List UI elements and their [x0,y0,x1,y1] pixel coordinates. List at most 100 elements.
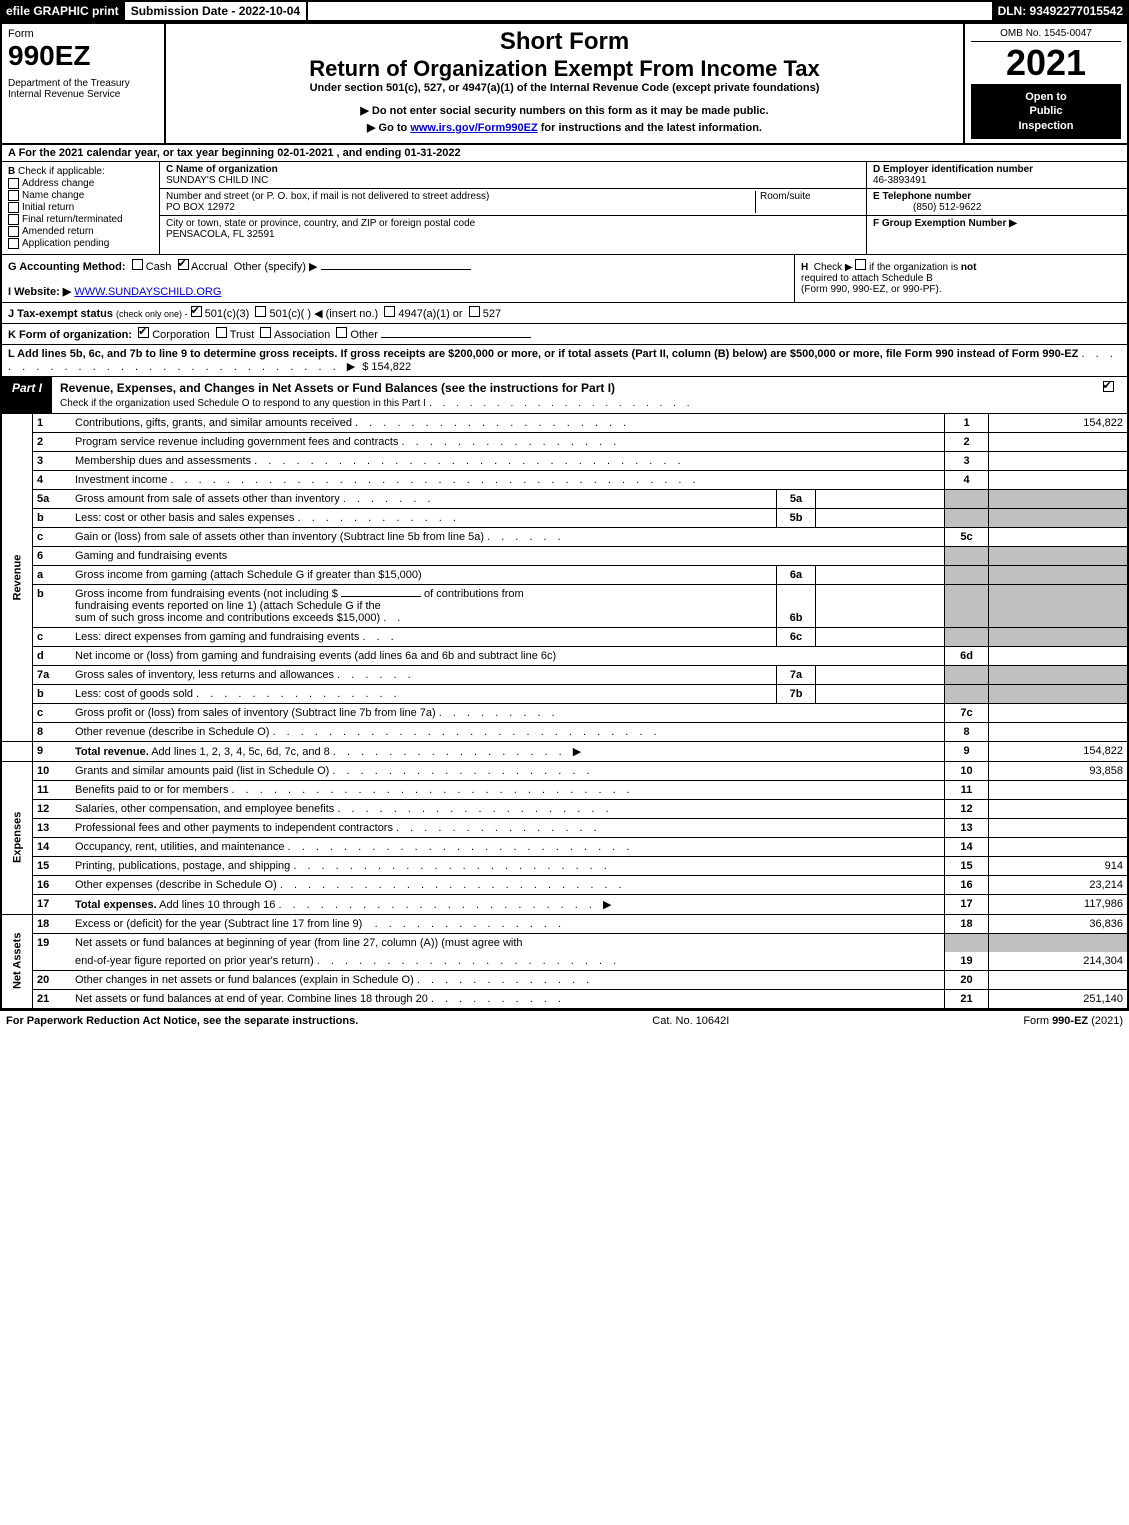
h-text3: required to attach Schedule B [801,273,933,284]
line-15-desc: Printing, publications, postage, and shi… [75,860,290,872]
line-20-rnum: 20 [945,970,989,989]
line-19-num: 19 [33,933,72,952]
line-21-rval: 251,140 [989,989,1128,1008]
line-14-rval [989,837,1128,856]
line-7c-rval [989,703,1128,722]
street-value: PO BOX 12972 [166,202,235,213]
line-7a-sval [816,665,945,684]
trust-label: Trust [230,329,255,341]
line-7b-snum: 7b [777,684,816,703]
goto-suffix: for instructions and the latest informat… [538,122,762,134]
line-16-desc: Other expenses (describe in Schedule O) [75,879,277,891]
line-5c-rval [989,527,1128,546]
section-b-check-if: Check if applicable: [18,166,105,177]
line-21-dots: . . . . . . . . . . [431,993,565,1005]
line-17-rnum: 17 [945,894,989,914]
line-6a: a Gross income from gaming (attach Sched… [2,565,1127,584]
line-10-num: 10 [33,761,72,780]
line-17: 17 Total expenses. Add lines 10 through … [2,894,1127,914]
line-6b-desc4: sum of such gross income and contributio… [75,612,380,624]
cb-amended-return[interactable]: Amended return [8,226,153,237]
cb-501c[interactable] [255,306,266,317]
cb-final-return[interactable]: Final return/terminated [8,214,153,225]
line-12-dots: . . . . . . . . . . . . . . . . . . . . [337,803,612,815]
part-1-checkbox[interactable] [1089,377,1127,413]
section-l: L Add lines 5b, 6c, and 7b to line 9 to … [2,345,1127,377]
line-11-rnum: 11 [945,780,989,799]
line-6c-snum: 6c [777,627,816,646]
cb-4947[interactable] [384,306,395,317]
cb-address-change[interactable]: Address change [8,178,153,189]
line-21-desc: Net assets or fund balances at end of ye… [75,993,428,1005]
line-1-desc: Contributions, gifts, grants, and simila… [75,417,352,429]
line-7b-rval-shaded [989,684,1128,703]
website-link[interactable]: WWW.SUNDAYSCHILD.ORG [74,286,221,298]
line-10-rnum: 10 [945,761,989,780]
line-7b-desc: Less: cost of goods sold [75,688,193,700]
tax-year: 2021 [971,42,1121,84]
line-20-rval [989,970,1128,989]
line-6c-desc: Less: direct expenses from gaming and fu… [75,631,359,643]
line-6c-num: c [33,627,72,646]
cb-schedule-b[interactable] [855,259,866,270]
line-6b-rnum-shaded [945,584,989,627]
line-5a-snum: 5a [777,489,816,508]
line-6a-rnum-shaded [945,565,989,584]
form-number: 990EZ [8,40,158,72]
line-9-desc2: Add lines 1, 2, 3, 4, 5c, 6d, 7c, and 8 [149,746,330,758]
line-8: 8 Other revenue (describe in Schedule O)… [2,722,1127,741]
cb-501c3[interactable] [191,306,202,317]
phone-label: E Telephone number [873,191,971,202]
h-text2: if the organization is [866,262,961,273]
sections-bcdef: B Check if applicable: Address change Na… [2,162,1127,255]
net-assets-side-label: Net Assets [2,914,33,1008]
line-3-rnum: 3 [945,451,989,470]
footer-right-post: (2021) [1088,1015,1123,1027]
line-10: Expenses 10 Grants and similar amounts p… [2,761,1127,780]
line-7a-num: 7a [33,665,72,684]
cb-association[interactable] [260,327,271,338]
cb-cash[interactable] [132,259,143,270]
line-7b-dots: . . . . . . . . . . . . . . . [196,688,401,700]
line-16-num: 16 [33,875,72,894]
line-16: 16 Other expenses (describe in Schedule … [2,875,1127,894]
line-9-desc: Total revenue. [75,746,149,758]
section-a: A For the 2021 calendar year, or tax yea… [2,145,1127,162]
cb-527[interactable] [469,306,480,317]
line-6d-desc: Net income or (loss) from gaming and fun… [71,646,945,665]
open-to-public: Open to Public Inspection [971,84,1121,139]
cb-application-pending[interactable]: Application pending [8,238,153,249]
cb-amended-return-label: Amended return [22,226,94,237]
line-6b-rval-shaded [989,584,1128,627]
line-6b-num: b [33,584,72,627]
form-word: Form [8,28,158,40]
line-7b-sval [816,684,945,703]
line-19-dots: . . . . . . . . . . . . . . . . . . . . … [317,955,620,967]
cb-other-org[interactable] [336,327,347,338]
line-9-rnum: 9 [945,741,989,761]
under-section: Under section 501(c), 527, or 4947(a)(1)… [172,82,957,94]
top-bar: efile GRAPHIC print Submission Date - 20… [0,0,1129,22]
line-18-desc: Excess or (deficit) for the year (Subtra… [75,918,362,930]
line-6-rval-shaded [989,546,1128,565]
cb-trust[interactable] [216,327,227,338]
section-b-label: B [8,166,15,177]
line-5c: c Gain or (loss) from sale of assets oth… [2,527,1127,546]
line-5a-rval-shaded [989,489,1128,508]
cb-corporation[interactable] [138,327,149,338]
revenue-side-label: Revenue [2,414,33,742]
cb-name-change[interactable]: Name change [8,190,153,201]
goto-link[interactable]: www.irs.gov/Form990EZ [410,122,537,134]
gross-receipts-amount: $ 154,822 [362,361,411,373]
section-c: C Name of organization SUNDAY'S CHILD IN… [160,162,866,254]
line-7b-rnum-shaded [945,684,989,703]
line-5c-num: c [33,527,72,546]
goto-line: ▶ Go to www.irs.gov/Form990EZ for instru… [172,121,957,134]
line-8-dots: . . . . . . . . . . . . . . . . . . . . … [273,726,661,738]
line-7a-rval-shaded [989,665,1128,684]
line-6: 6 Gaming and fundraising events [2,546,1127,565]
line-11: 11 Benefits paid to or for members . . .… [2,780,1127,799]
cb-initial-return[interactable]: Initial return [8,202,153,213]
line-11-dots: . . . . . . . . . . . . . . . . . . . . … [232,784,634,796]
cb-accrual[interactable] [178,259,189,270]
